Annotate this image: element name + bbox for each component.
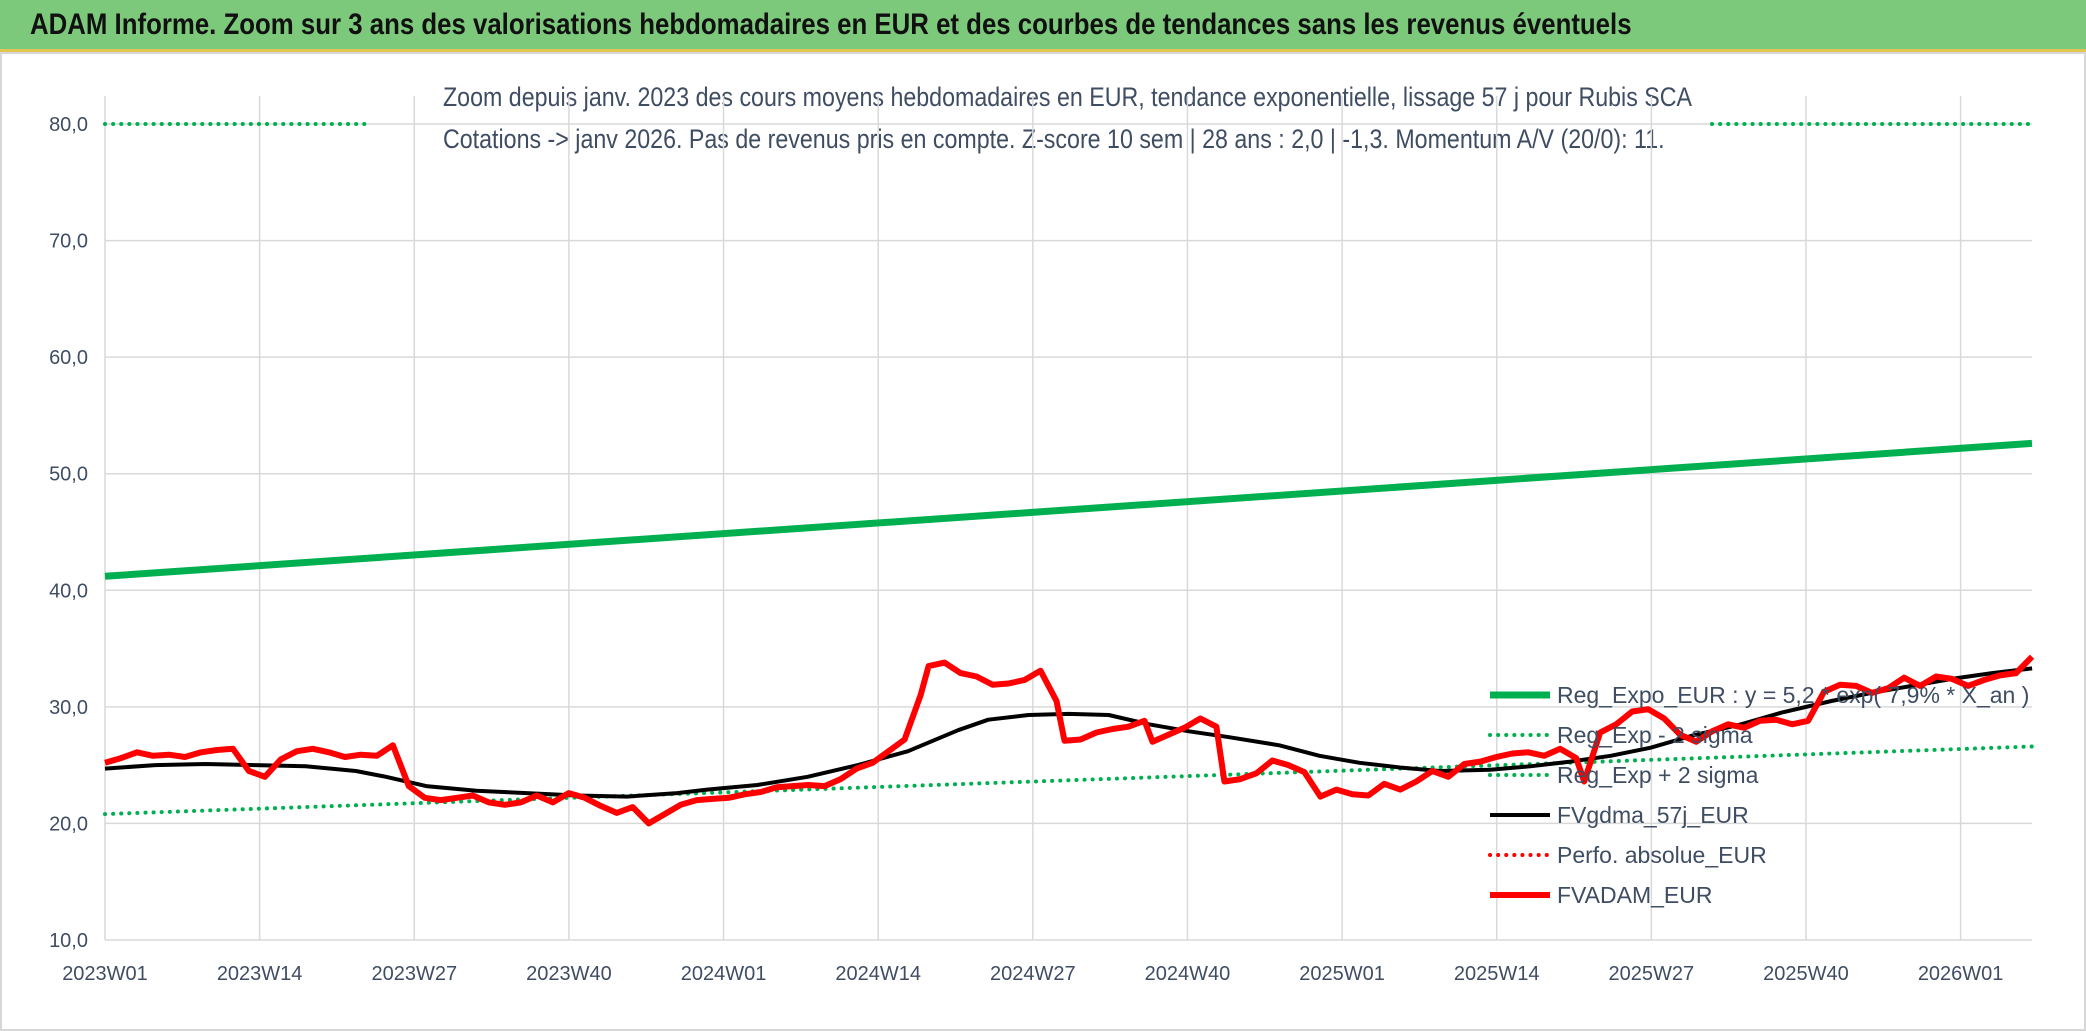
page-title: ADAM Informe. Zoom sur 3 ans des valoris… bbox=[30, 8, 1632, 41]
chart-frame bbox=[0, 52, 2086, 1031]
chart-subtitle: Cotations -> janv 2026. Pas de revenus p… bbox=[443, 124, 1665, 154]
chart-title: Zoom depuis janv. 2023 des cours moyens … bbox=[443, 82, 1693, 112]
title-bar: ADAM Informe. Zoom sur 3 ans des valoris… bbox=[0, 0, 2086, 52]
